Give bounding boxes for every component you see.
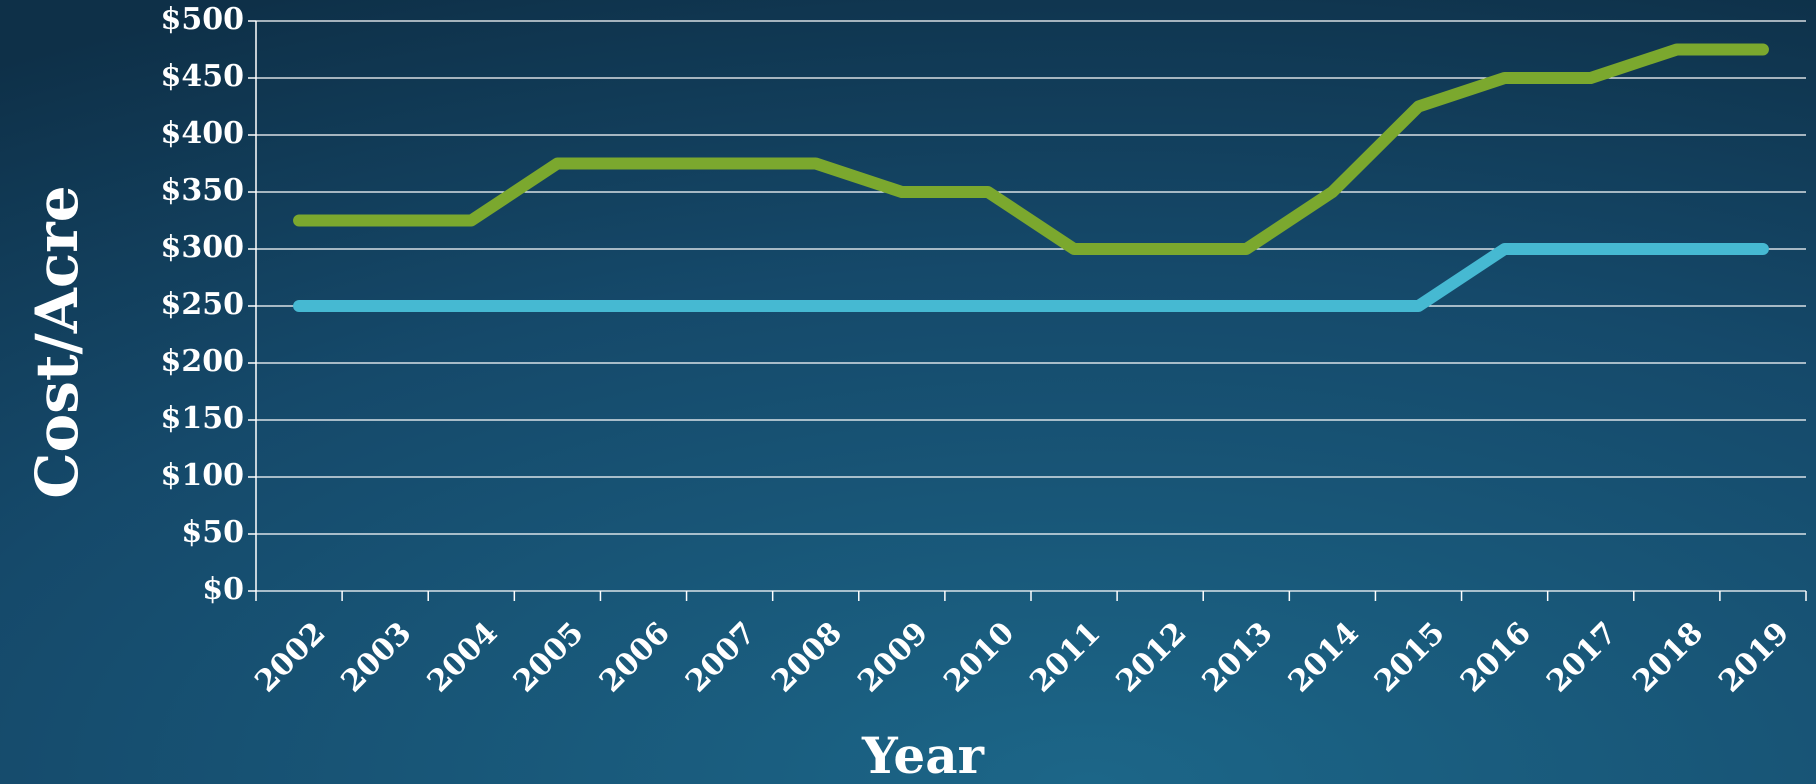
y-tick-label: $150 — [161, 401, 245, 436]
x-axis-label: Year — [861, 726, 985, 784]
y-tick-label: $0 — [202, 572, 244, 607]
data-line — [293, 43, 1769, 255]
y-tick-label: $300 — [161, 230, 245, 265]
y-tick-label: $200 — [161, 344, 245, 379]
y-tick-label: $450 — [161, 59, 245, 94]
y-tick-label: $400 — [161, 116, 245, 151]
y-tick-label: $500 — [161, 2, 245, 37]
y-axis-label: Cost/Acre — [23, 185, 91, 498]
y-tick-label: $50 — [181, 515, 244, 550]
y-tick-label: $100 — [161, 458, 245, 493]
y-tick-label: $350 — [161, 173, 245, 208]
y-tick-label: $250 — [161, 287, 245, 322]
data-line — [293, 243, 1769, 312]
